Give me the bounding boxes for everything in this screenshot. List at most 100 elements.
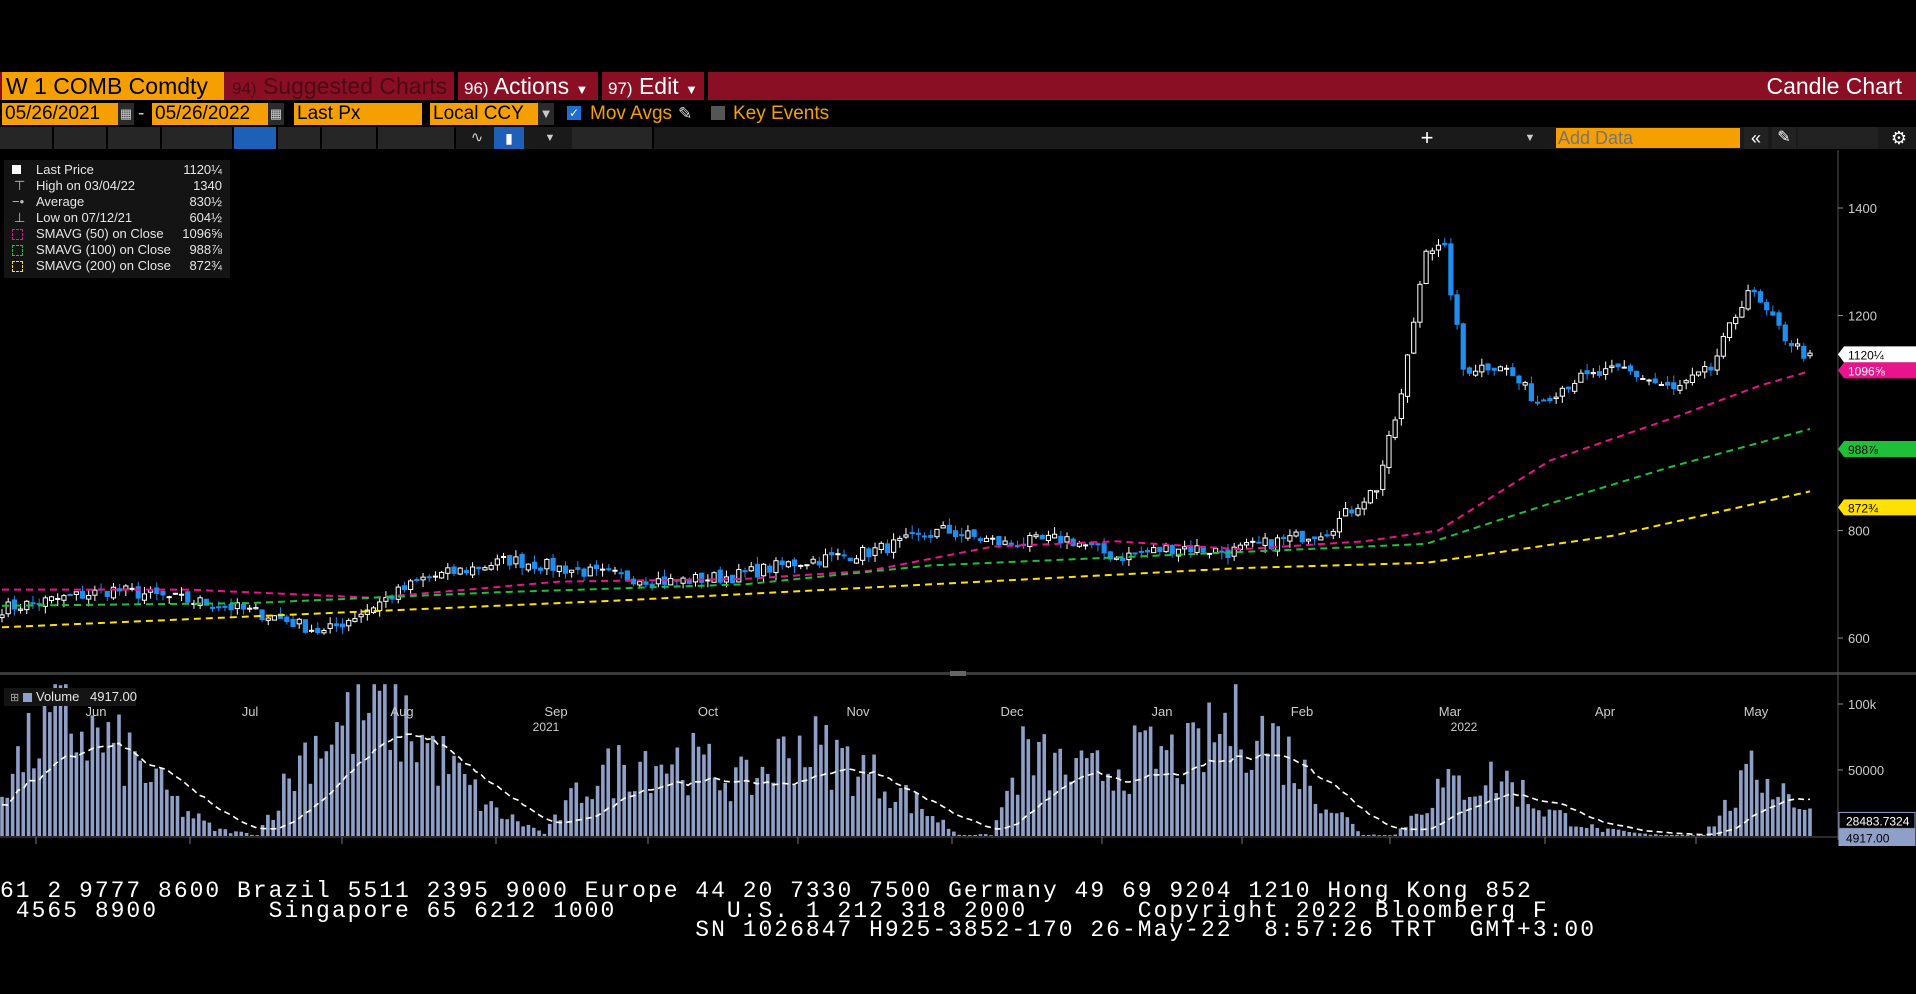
candle-up <box>1336 517 1343 533</box>
volume-bar <box>409 741 414 836</box>
candle-chart-icon[interactable]: ▮ <box>494 127 524 149</box>
volume-bar <box>340 725 345 836</box>
candle-down <box>1547 398 1553 402</box>
volume-bar <box>292 790 297 836</box>
actions-menu[interactable]: 96) Actions ▼ <box>464 72 588 100</box>
gear-icon[interactable]: ⚙ <box>1890 128 1908 148</box>
chevron-down-icon[interactable]: ▼ <box>1524 132 1536 144</box>
date-range-dash: - <box>138 103 145 124</box>
legend-item: ⊥ Low on 07/12/21 604½ <box>4 210 230 226</box>
candle-down <box>401 585 408 590</box>
tool-tab[interactable] <box>1798 127 1878 149</box>
tool-tab[interactable] <box>572 127 654 149</box>
volume-bar <box>654 766 658 836</box>
tool-tab[interactable] <box>278 127 322 149</box>
volume-bar <box>1239 749 1243 836</box>
volume-bar <box>930 816 935 836</box>
mov-avgs-label[interactable]: Mov Avgs <box>590 103 673 124</box>
candle-up <box>234 602 240 610</box>
candle-down <box>1442 242 1448 246</box>
volume-bar <box>1786 794 1791 836</box>
currency-select[interactable]: Local CCY <box>430 103 538 125</box>
footer-contacts: 61 2 9777 8600 Brazil 5511 2395 9000 Eur… <box>0 880 1916 980</box>
candle-chart[interactable]: 140012008006001120¼1096⅝988⅞872¾100k5000… <box>0 150 1916 850</box>
price-tag <box>1838 346 1916 363</box>
key-events-label[interactable]: Key Events <box>733 103 830 124</box>
end-date-input[interactable]: 05/26/2022 <box>152 103 268 125</box>
candle-down <box>1776 312 1782 326</box>
candle-up <box>129 587 135 590</box>
candle-up <box>1423 250 1429 285</box>
tool-tab[interactable] <box>0 127 54 149</box>
plus-icon[interactable]: + <box>1420 125 1434 150</box>
volume-bar <box>771 782 775 836</box>
volume-bar <box>941 819 946 836</box>
chevron-down-icon[interactable]: ▼ <box>544 132 556 144</box>
candle-up <box>377 601 383 611</box>
candle-down <box>79 590 86 599</box>
suggested-charts-menu[interactable]: 94) Suggested Charts <box>232 72 447 100</box>
calendar-icon[interactable]: ▦ <box>268 103 284 125</box>
volume-bar <box>1170 734 1174 836</box>
volume-bar <box>244 832 249 836</box>
volume-bar <box>0 796 4 836</box>
volume-bar <box>1712 826 1717 836</box>
volume-bar <box>414 762 419 836</box>
key-events-checkbox[interactable] <box>711 106 725 120</box>
chart-grid <box>0 150 1916 840</box>
candle-down <box>562 565 569 574</box>
price-tag-label: 872¾ <box>1848 501 1879 515</box>
candle-up <box>141 593 148 601</box>
field-select[interactable]: Last Px <box>294 103 422 125</box>
expand-icon[interactable]: ⊞ <box>10 692 20 704</box>
candle-down <box>1256 541 1262 544</box>
volume-ma-line <box>1 733 1811 836</box>
candle-up <box>785 561 791 568</box>
tool-tab[interactable] <box>108 127 162 149</box>
price-tick-label: 600 <box>1848 631 1870 646</box>
volume-bar <box>595 785 600 836</box>
candle-down <box>649 583 655 587</box>
ticker-field[interactable]: W 1 COMB Comdty <box>2 72 224 100</box>
tool-tab[interactable] <box>162 127 234 149</box>
volume-bar <box>101 752 105 836</box>
candle-up <box>1262 537 1268 546</box>
volume-bar <box>516 821 520 836</box>
volume-bar <box>282 773 286 836</box>
edit-menu[interactable]: 97) Edit ▼ <box>608 72 698 100</box>
candle-down <box>946 524 952 534</box>
volume-bar <box>1233 684 1238 836</box>
volume-bar <box>393 684 398 836</box>
volume-bar <box>1265 753 1270 836</box>
mov-avgs-checkbox[interactable]: ✓ <box>567 106 581 120</box>
tool-tab-active[interactable] <box>234 127 278 149</box>
volume-bar <box>765 773 770 836</box>
pencil-icon[interactable]: ✎ <box>1772 127 1796 149</box>
volume-bar <box>276 810 281 836</box>
add-data-input-box[interactable] <box>1556 128 1740 148</box>
candle-down <box>1095 543 1101 546</box>
line-chart-icon[interactable]: ∿ <box>470 129 484 146</box>
chevron-down-icon[interactable]: ▼ <box>538 103 554 125</box>
candle-down <box>593 564 600 570</box>
candle-down <box>915 532 921 535</box>
candle-up <box>934 528 940 538</box>
tool-tab[interactable] <box>54 127 108 149</box>
volume-bar <box>505 819 509 836</box>
tool-tab[interactable] <box>378 127 456 149</box>
volume-bar <box>356 684 361 836</box>
tool-tab[interactable] <box>322 127 378 149</box>
volume-bar <box>1021 726 1025 836</box>
candle-up <box>1720 335 1726 357</box>
collapse-icon[interactable]: « <box>1744 127 1768 149</box>
add-data-input[interactable] <box>1556 128 1738 148</box>
high-marker-icon: ⊤ <box>14 178 26 193</box>
calendar-icon[interactable]: ▦ <box>118 103 134 125</box>
price-tag-label: 988⅞ <box>1848 443 1879 457</box>
start-date-input[interactable]: 05/26/2021 <box>2 103 118 125</box>
candle-up <box>1361 501 1367 510</box>
candle-up <box>1572 382 1578 392</box>
legend-item: SMAVG (50) on Close 1096⅝ <box>4 226 230 242</box>
legend-item: SMAVG (100) on Close 988⅞ <box>4 242 230 258</box>
pencil-icon[interactable]: ✎ <box>678 104 693 123</box>
